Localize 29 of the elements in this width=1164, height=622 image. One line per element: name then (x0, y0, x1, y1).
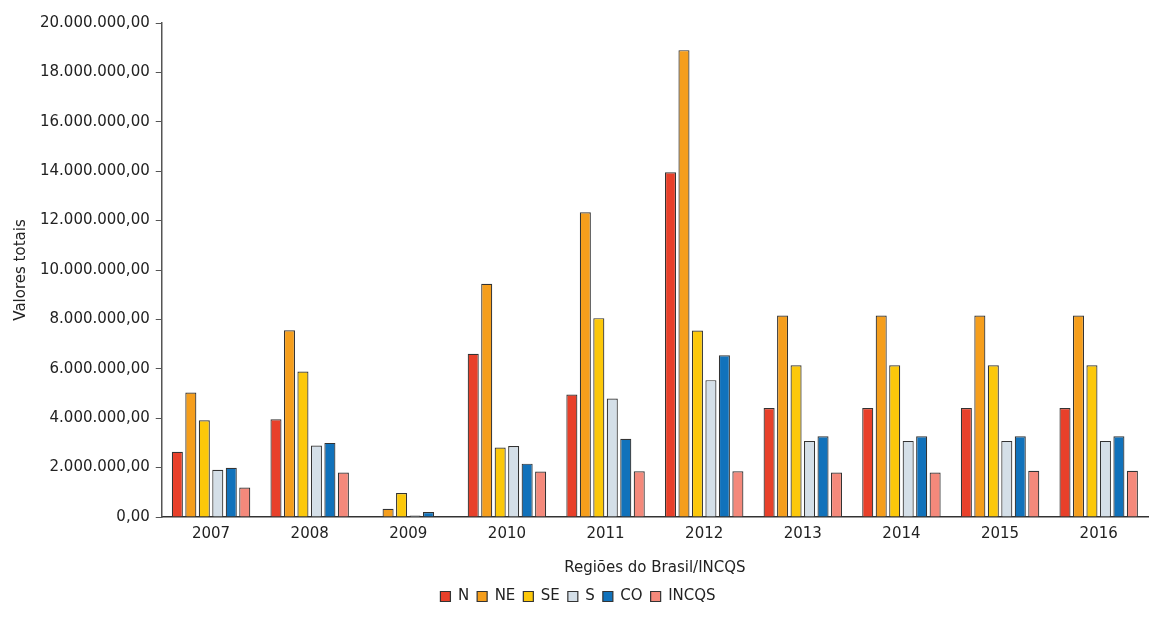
y-tick-label: 10.000.000,00 (39, 259, 150, 278)
legend-label: SE (540, 586, 560, 605)
legend-label: INCQS (668, 586, 716, 605)
y-tick-label: 0,00 (116, 506, 150, 525)
legend-label: CO (620, 586, 643, 605)
y-tick-label: 18.000.000,00 (39, 62, 150, 81)
x-tick-label: 2008 (290, 523, 329, 542)
y-tick-label: 6.000.000,00 (49, 358, 150, 377)
y-tick-label: 20.000.000,00 (39, 12, 150, 31)
legend-label: NE (494, 586, 516, 605)
legend-label: S (585, 586, 595, 605)
y-tick-label: 2.000.000,00 (49, 457, 150, 476)
x-tick-label: 2012 (685, 523, 724, 542)
y-tick-label: 14.000.000,00 (39, 161, 150, 180)
x-tick-label: 2010 (487, 523, 527, 542)
y-tick-label: 12.000.000,00 (39, 210, 150, 229)
x-tick-label: 2013 (783, 523, 822, 542)
x-axis-title: Regiões do Brasil/INCQS (564, 557, 746, 576)
x-tick-label: 2007 (191, 523, 231, 542)
x-tick-label: 2014 (882, 523, 921, 542)
y-tick-label: 4.000.000,00 (49, 408, 150, 427)
x-tick-label: 2009 (389, 523, 428, 542)
y-axis-title: Valores totais (10, 219, 29, 321)
legend-label: N (457, 586, 470, 605)
x-tick-label: 2015 (980, 523, 1020, 542)
x-tick-label: 2011 (586, 523, 625, 542)
y-tick-label: 16.000.000,00 (39, 111, 150, 130)
x-tick-label: 2016 (1079, 523, 1118, 542)
y-tick-label: 8.000.000,00 (49, 309, 150, 328)
